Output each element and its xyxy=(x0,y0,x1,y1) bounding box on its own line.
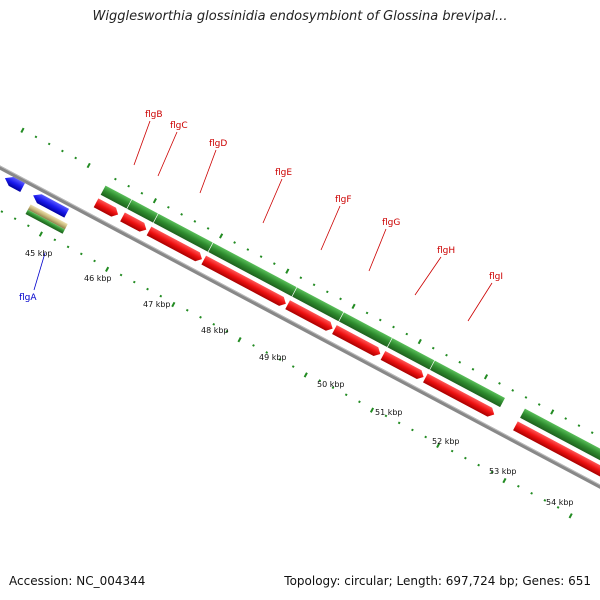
gene-label-flgD: flgD xyxy=(209,139,227,149)
forward-gene-blocks[interactable] xyxy=(99,184,600,475)
scale-label: 49 kbp xyxy=(259,353,287,362)
scale-label: 50 kbp xyxy=(317,380,345,389)
gene-label-flgC: flgC xyxy=(170,121,188,131)
gene-label-flgI: flgI xyxy=(489,272,503,282)
gene-label-flgG: flgG xyxy=(382,218,400,228)
outer-tick-row xyxy=(20,127,594,435)
gene-label-flgA: flgA xyxy=(19,293,37,303)
gene-labels: flgA flgB flgC flgD flgE flgF flgG flgH … xyxy=(19,110,503,303)
inner-tick-row xyxy=(0,210,573,519)
scale-label: 45 kbp xyxy=(25,249,53,258)
gene-label-flgB: flgB xyxy=(145,110,163,120)
gene-label-flgE: flgE xyxy=(275,168,292,178)
gene-label-flgH: flgH xyxy=(437,246,455,256)
gene-label-lines xyxy=(33,120,493,322)
map-title: Wigglesworthia glossinidia endosymbiont … xyxy=(92,9,508,24)
accession-label: Accession: NC_004344 xyxy=(9,574,146,588)
scale-labels: 45 kbp 46 kbp 47 kbp 48 kbp 49 kbp 50 kb… xyxy=(25,249,574,507)
scale-label: 47 kbp xyxy=(143,300,171,309)
reverse-strand-features[interactable] xyxy=(0,174,75,234)
scale-label: 51 kbp xyxy=(375,408,403,417)
cds-arrows[interactable] xyxy=(0,109,600,487)
scale-label: 53 kbp xyxy=(489,467,517,476)
scale-label: 52 kbp xyxy=(432,437,460,446)
genome-info-label: Topology: circular; Length: 697,724 bp; … xyxy=(284,574,591,588)
scale-label: 54 kbp xyxy=(546,498,574,507)
scale-label: 46 kbp xyxy=(84,274,112,283)
genome-backbone xyxy=(0,119,600,509)
scale-label: 48 kbp xyxy=(201,326,229,335)
gene-label-flgF: flgF xyxy=(335,195,352,205)
